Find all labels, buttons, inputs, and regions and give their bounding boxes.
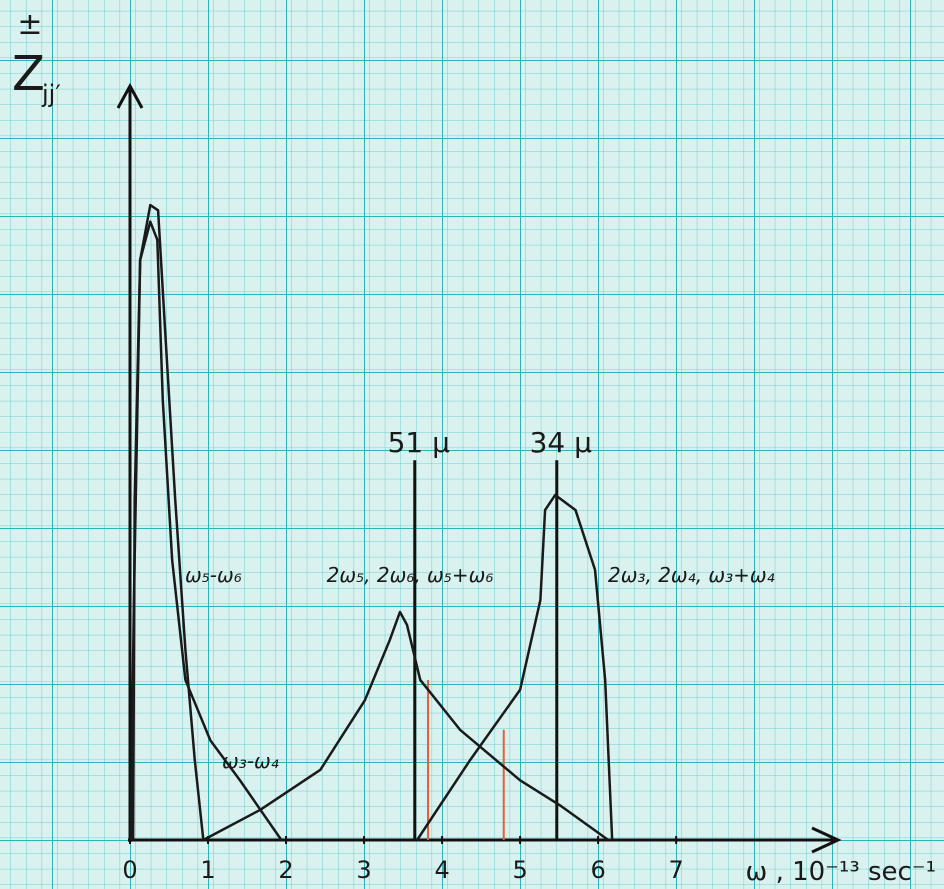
curve-label: 2ω₃, 2ω₄, ω₃+ω₄ [608, 563, 775, 587]
x-tick-label: 5 [512, 856, 527, 884]
x-label: ω , 10⁻¹³ sec⁻¹ [746, 857, 936, 887]
curve-label: ω₅-ω₆ [185, 563, 242, 587]
curve-label: 2ω₅, 2ω₆, ω₅+ω₆ [327, 563, 494, 587]
x-tick-label: 0 [122, 856, 137, 884]
y-arrow [116, 82, 144, 109]
y-label: Z [12, 46, 45, 102]
marker-label: 34 μ [530, 426, 593, 459]
x-arrow [811, 826, 842, 854]
x-tick-label: 4 [434, 856, 449, 884]
x-tick-label: 6 [590, 856, 605, 884]
curve-label: ω₃-ω₄ [222, 749, 279, 773]
marker-label: 51 μ [388, 426, 451, 459]
y-label-sub: jj′ [41, 80, 61, 108]
curve [202, 610, 610, 842]
curve [129, 220, 283, 841]
y-label-sign: ± [17, 7, 42, 42]
curve [416, 493, 614, 841]
x-tick-label: 7 [669, 856, 684, 884]
x-tick-label: 1 [200, 856, 215, 884]
x-tick-label: 2 [278, 856, 293, 884]
x-tick-label: 3 [356, 856, 371, 884]
